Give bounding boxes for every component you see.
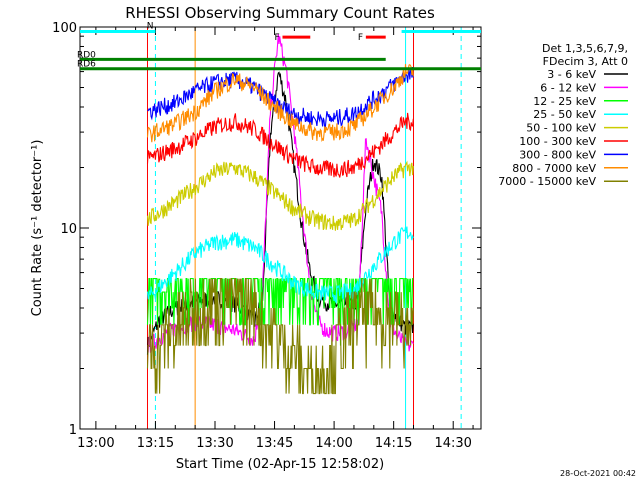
legend-entry-label-7: 800 - 7000 keV [512, 162, 596, 175]
legend: Det 1,3,5,6,7,9,FDecim 3, Att 03 - 6 keV… [498, 42, 628, 188]
annotation-label-5: RD6 [77, 60, 96, 70]
x-tick-label-5: 14:15 [375, 436, 412, 451]
legend-header-1: FDecim 3, Att 0 [543, 55, 628, 68]
series-line-4 [146, 160, 414, 231]
legend-entry-label-8: 7000 - 15000 keV [498, 175, 596, 188]
chart-title: RHESSI Observing Summary Count Rates [125, 4, 435, 22]
x-tick-label-6: 14:30 [434, 436, 471, 451]
legend-entry-label-1: 6 - 12 keV [540, 81, 596, 94]
annotation-label-4: RD0 [77, 50, 96, 60]
legend-entry-label-4: 50 - 100 keV [526, 122, 596, 135]
legend-entry-label-2: 12 - 25 keV [533, 95, 596, 108]
y-tick-label-1: 10 [60, 222, 77, 237]
plot-area [146, 27, 462, 429]
plot-frame [79, 26, 482, 430]
footer-date: 28-Oct-2021 00:42 [560, 469, 636, 478]
x-tick-label-3: 13:45 [256, 436, 293, 451]
x-axis-label: Start Time (02-Apr-15 12:58:02) [176, 457, 384, 472]
y-tick-label-0: 1 [69, 423, 77, 438]
series-line-8 [146, 278, 414, 395]
series-line-3 [146, 226, 414, 305]
y-tick-label-2: 100 [52, 21, 77, 36]
legend-entry-label-5: 100 - 300 keV [519, 135, 596, 148]
legend-entry-label-3: 25 - 50 keV [533, 108, 596, 121]
legend-entry-label-6: 300 - 800 keV [519, 148, 596, 161]
axes: 13:00 13:15 13:30 13:45 14:00 14:15 14:30 1 10 10… [52, 21, 481, 451]
annotation-label-0: N [147, 21, 154, 31]
y-axis-label: Count Rate (s⁻¹ detector⁻¹) [30, 140, 45, 317]
legend-entry-label-0: 3 - 6 keV [547, 68, 596, 81]
series-line-5 [146, 112, 414, 178]
series-line-7 [146, 64, 414, 143]
x-tick-label-0: 13:00 [77, 436, 114, 451]
legend-header-0: Det 1,3,5,6,7,9, [542, 42, 628, 55]
x-tick-label-4: 14:00 [315, 436, 352, 451]
annotation-label-2: F [274, 33, 279, 43]
annotation-label-3: F [358, 33, 363, 43]
x-tick-label-2: 13:30 [196, 436, 233, 451]
x-tick-label-1: 13:15 [137, 436, 174, 451]
